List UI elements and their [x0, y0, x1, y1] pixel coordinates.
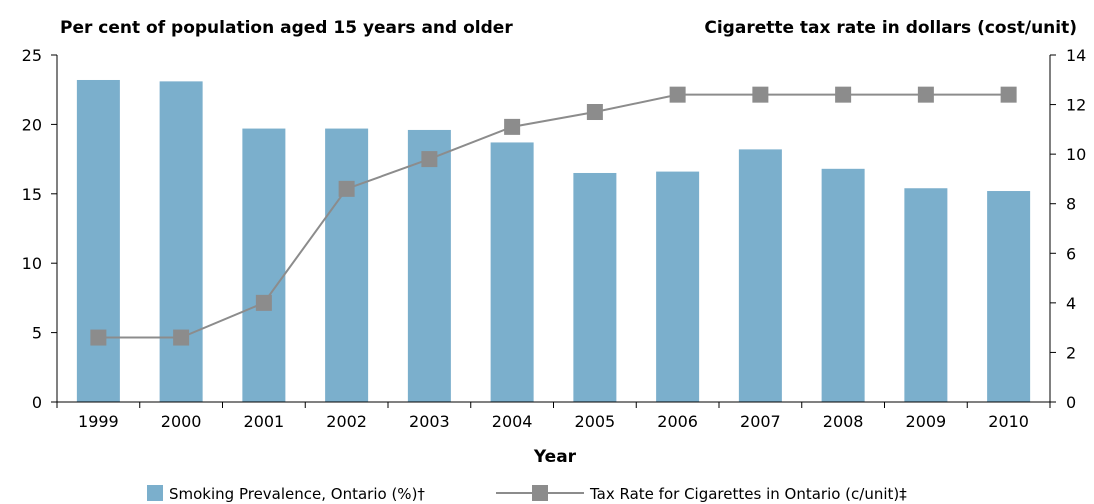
tax-rate-line	[98, 93, 1009, 339]
left-tick-label: 10	[22, 254, 42, 273]
x-tick-label-2008: 2008	[823, 412, 864, 431]
bar-2002	[325, 128, 369, 402]
tax-point-2005	[586, 104, 603, 121]
right-tick-label: 0	[1066, 393, 1076, 412]
right-tick-labels: 0 2 4 6 8 10 12 14	[1066, 46, 1086, 412]
x-tick-label-2002: 2002	[326, 412, 367, 431]
bar-2007	[738, 149, 782, 402]
tax-point-2007	[752, 86, 769, 103]
right-tick-label: 12	[1066, 96, 1086, 115]
left-tick-label: 20	[22, 115, 42, 134]
right-tick-label: 10	[1066, 145, 1086, 164]
x-tick-label-2010: 2010	[988, 412, 1029, 431]
left-tick-labels: 0 5 10 15 20 25	[22, 46, 42, 412]
bar-2008	[821, 168, 865, 402]
x-tick-label-2000: 2000	[161, 412, 202, 431]
tax-point-2001	[255, 294, 272, 311]
bar-2005	[573, 172, 617, 402]
bar-2009	[904, 188, 948, 402]
bar-2004	[490, 142, 534, 402]
bar-1999	[76, 79, 120, 402]
right-axis-title: Cigarette tax rate in dollars (cost/unit…	[704, 18, 1077, 38]
right-tick-label: 2	[1066, 343, 1076, 362]
bar-2000	[159, 81, 203, 402]
right-tick-label: 14	[1066, 46, 1086, 65]
right-tick-label: 8	[1066, 195, 1076, 214]
legend: Smoking Prevalence, Ontario (%)† Tax Rat…	[147, 485, 907, 503]
bar-2010	[987, 191, 1031, 402]
bar-2006	[656, 171, 700, 402]
line-series	[90, 86, 1017, 346]
x-tick-label-2009: 2009	[906, 412, 947, 431]
x-tick-label-2004: 2004	[492, 412, 533, 431]
left-tick-label: 0	[32, 393, 42, 412]
x-tick-labels: 1999 2000 2001 2002 2003 2004 2005 2006 2007 2008…	[78, 412, 1029, 431]
left-tick-label: 5	[32, 324, 42, 343]
legend-line-marker	[532, 485, 548, 501]
bar-2001	[242, 128, 286, 402]
left-tick-label: 25	[22, 46, 42, 65]
x-tick-label-2007: 2007	[740, 412, 781, 431]
legend-bar-label: Smoking Prevalence, Ontario (%)†	[169, 485, 425, 503]
x-tick-label-2001: 2001	[244, 412, 285, 431]
tax-point-2006	[669, 86, 686, 103]
bar-2003	[407, 129, 451, 402]
x-tick-label-2003: 2003	[409, 412, 450, 431]
right-tick-label: 4	[1066, 294, 1076, 313]
tax-point-2010	[1000, 86, 1017, 103]
left-tick-label: 15	[22, 185, 42, 204]
legend-bar-swatch	[147, 485, 163, 501]
x-tick-label-2006: 2006	[657, 412, 698, 431]
tax-point-2004	[504, 118, 521, 135]
tax-point-2003	[421, 151, 438, 168]
left-axis-title: Per cent of population aged 15 years and…	[60, 18, 513, 38]
right-tick-label: 6	[1066, 244, 1076, 263]
x-axis-label: Year	[533, 447, 577, 467]
bar-series	[76, 79, 1031, 402]
tax-point-2000	[173, 329, 190, 346]
tax-point-1999	[90, 329, 107, 346]
legend-line-label: Tax Rate for Cigarettes in Ontario (c/un…	[589, 485, 907, 503]
axes	[51, 54, 1056, 408]
x-tick-label-2005: 2005	[575, 412, 616, 431]
tax-point-2002	[338, 180, 355, 197]
x-tick-label-1999: 1999	[78, 412, 119, 431]
tax-point-2009	[917, 86, 934, 103]
tax-point-2008	[835, 86, 852, 103]
